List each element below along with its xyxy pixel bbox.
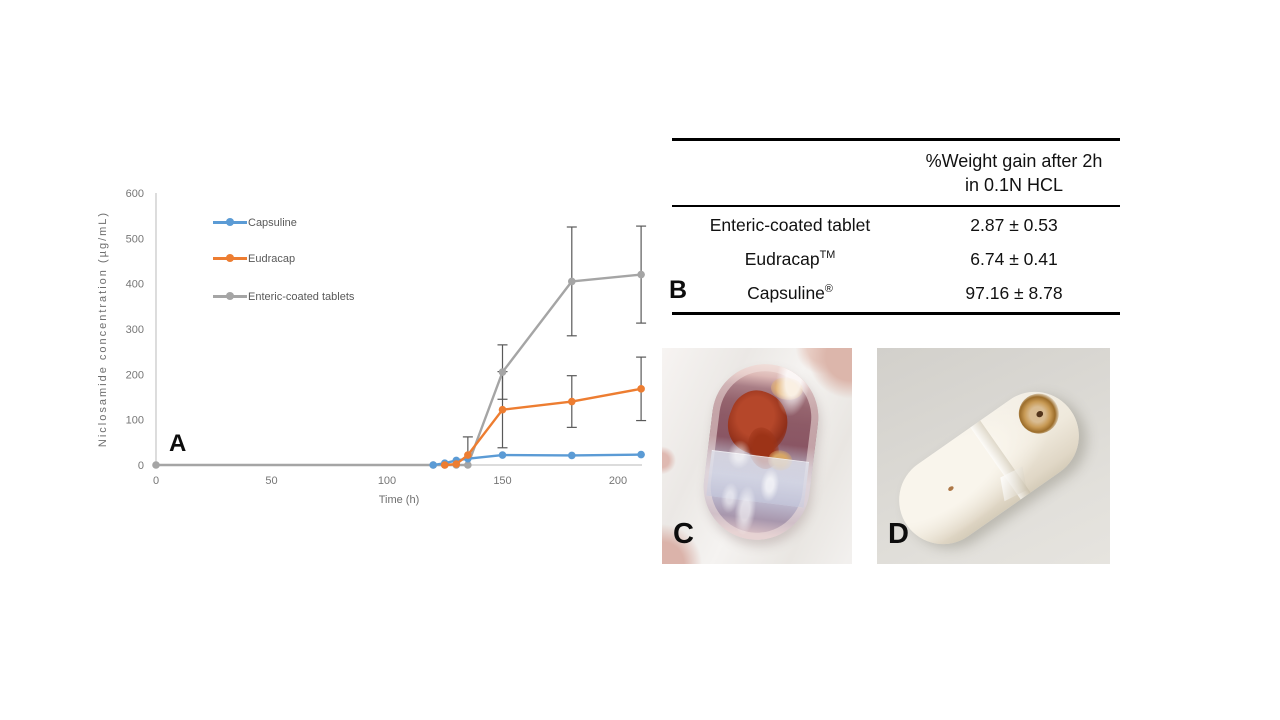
table-row: Enteric-coated tablet 2.87 ± 0.53 [672,207,1120,243]
svg-text:0: 0 [138,460,144,472]
capsule-d-erosion-spot [1010,385,1067,442]
panel-label-c: C [673,518,694,550]
svg-text:0: 0 [153,475,159,487]
svg-text:600: 600 [126,188,144,200]
svg-text:500: 500 [126,233,144,245]
svg-text:50: 50 [265,475,277,487]
legend-label-enteric: Enteric-coated tablets [248,290,355,303]
capsule-c-body [697,358,825,546]
legend-item-capsuline: Capsuline [213,216,297,229]
table-row: EudracapTM 6.74 ± 0.41 [672,243,1120,275]
table-header-line2: in 0.1N HCL [964,175,1064,195]
table-header-line1: %Weight gain after 2h [925,151,1103,171]
row-label-enteric: Enteric-coated tablet [709,214,871,235]
svg-text:300: 300 [126,324,144,336]
legend-item-enteric: Enteric-coated tablets [213,290,354,303]
legend-label-eudracap: Eudracap [248,252,296,265]
panel-a-chart: 0 100 200 300 400 500 600 0 50 100 150 200 Time (h) N… [90,175,660,520]
table-row: Capsuline® 97.16 ± 8.78 [672,275,1120,312]
row-value-capsuline: 97.16 ± 8.78 [965,283,1063,303]
table-header-row: %Weight gain after 2h in 0.1N HCL [672,141,1120,207]
capsule-c-highlights [697,358,825,546]
photo-d-capsule: D [877,348,1110,564]
capsule-d-speck [947,485,955,492]
svg-text:200: 200 [609,475,627,487]
capsule-d-body [881,374,1097,562]
table-header-weight-gain: %Weight gain after 2h in 0.1N HCL [908,149,1120,197]
svg-text:Niclosamide concentration (µg/: Niclosamide concentration (µg/mL) [97,211,109,447]
svg-text:100: 100 [126,415,144,427]
row-value-eudracap: 6.74 ± 0.41 [970,248,1058,269]
row-label-capsuline: Capsuline® [747,283,833,303]
svg-text:100: 100 [378,475,396,487]
panel-label-a: A [169,430,187,457]
legend-marker-eudracap [213,254,247,263]
panel-label-d: D [888,518,909,550]
svg-text:150: 150 [493,475,511,487]
row-value-enteric: 2.87 ± 0.53 [970,214,1058,235]
weight-gain-table: %Weight gain after 2h in 0.1N HCL Enteri… [672,138,1120,315]
photo-c-capsule: C [662,348,852,564]
capsule-d-erosion-core [1035,409,1045,419]
table-header-empty [672,149,908,197]
svg-text:200: 200 [126,369,144,381]
legend-marker-enteric [213,292,247,301]
panel-label-b: B [669,276,688,304]
svg-text:400: 400 [126,279,144,291]
dissolution-chart-svg: 0 100 200 300 400 500 600 0 50 100 150 200 Time (h) N… [97,188,647,506]
legend-label-capsuline: Capsuline [248,216,297,229]
legend-marker-capsuline [213,218,247,227]
legend-item-eudracap: Eudracap [213,252,295,265]
svg-text:Time (h): Time (h) [379,494,420,506]
row-label-eudracap: EudracapTM [744,248,836,269]
